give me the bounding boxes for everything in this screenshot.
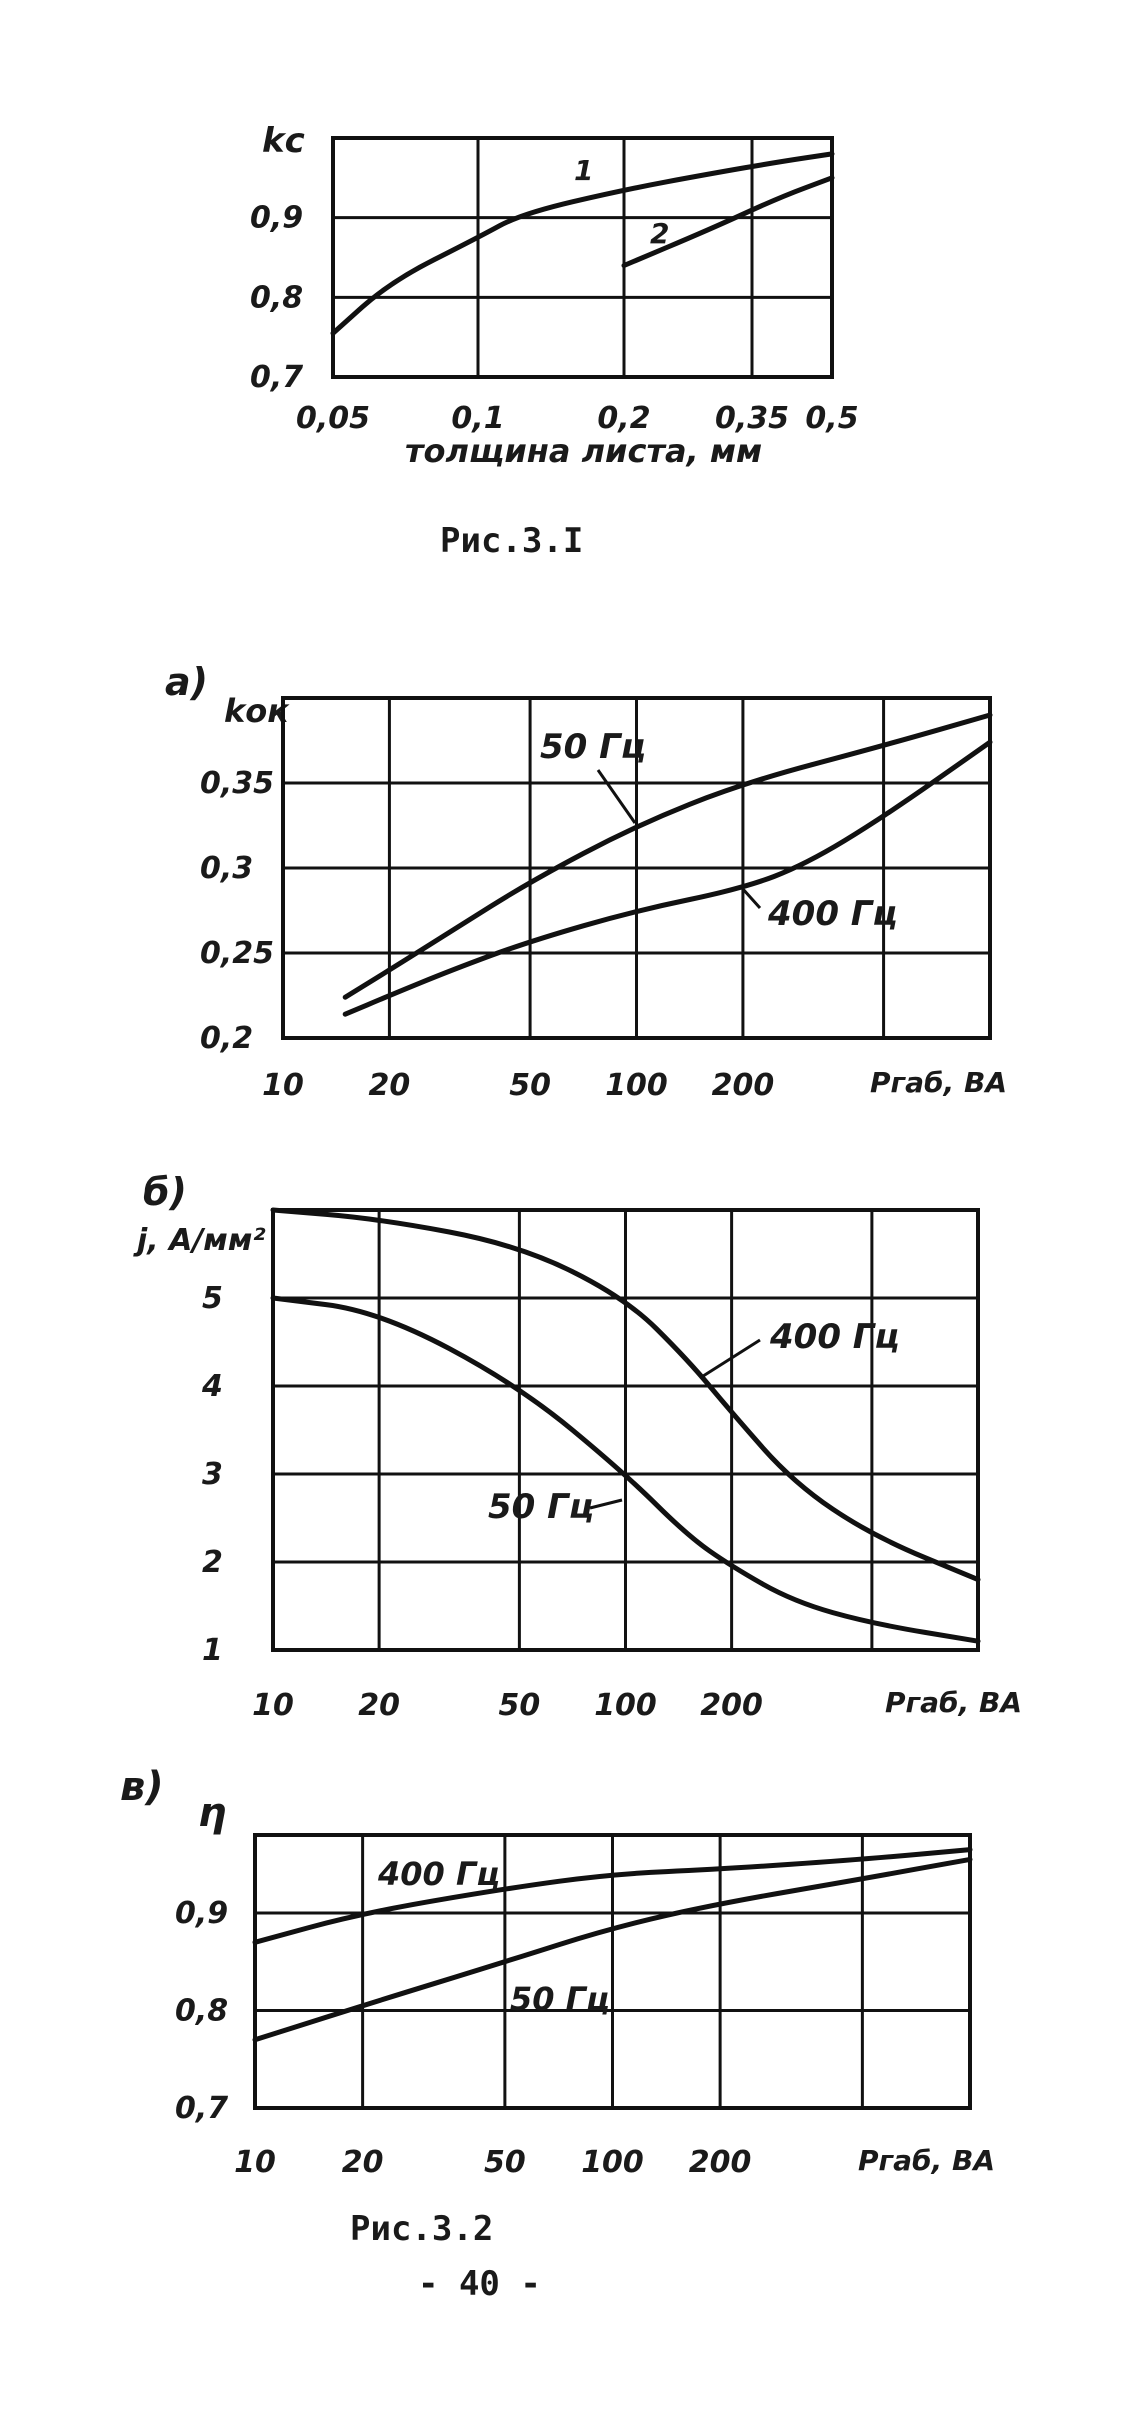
eta-ytick-1: 0,8 <box>175 1994 228 2029</box>
j-series-1 <box>270 1295 981 1644</box>
kc-ytick-0: 0,7 <box>250 360 303 395</box>
kc-plot-frame <box>331 136 834 379</box>
j-ytick-0: 1 <box>202 1633 223 1668</box>
j-ytick-2: 3 <box>202 1457 223 1492</box>
j-ytick-3: 4 <box>201 1369 223 1404</box>
j-xtick-2: 50 <box>499 1688 541 1723</box>
panel-b-leader-400 <box>699 1338 761 1380</box>
panel-b-series-label-50: 50 Гц <box>488 1487 594 1527</box>
kc-xtick-3: 0,35 <box>715 401 789 436</box>
page-number: - 40 - <box>418 2264 541 2304</box>
kc-series-0 <box>330 151 835 336</box>
eta-ytick-2: 0,9 <box>175 1896 228 1931</box>
kok-xtick-2: 50 <box>509 1068 551 1103</box>
eta-series-1 <box>252 1856 973 2043</box>
kc-series-1 <box>621 175 835 268</box>
kok-xtick-0: 10 <box>262 1068 304 1103</box>
panel-a-leader-50 <box>596 769 637 824</box>
kc-ytick-1: 0,8 <box>250 280 303 315</box>
chart-kc-ylabel: kс <box>262 121 305 161</box>
panel-b-leader-50 <box>589 1498 623 1510</box>
panel-c-label: в) <box>120 1764 164 1810</box>
eta-xtick-3: 100 <box>581 2145 644 2180</box>
panel-b-ylabel: j, А/мм² <box>133 1223 265 1258</box>
chart-kc-curve-label-2: 2 <box>650 217 669 250</box>
panel-c-ylabel: η <box>198 1790 226 1836</box>
chart-kc-curve-label-1: 1 <box>574 154 593 187</box>
chart-kc-thickness: 0,7 0,8 0,9 0,05 0,1 0,2 0,35 0,5 <box>250 136 859 436</box>
panel-c-xlabel: Pгаб, ВА <box>858 2144 995 2177</box>
eta-xtick-4: 200 <box>689 2145 752 2180</box>
kok-ytick-3: 0,35 <box>200 766 274 801</box>
j-series-0 <box>270 1207 981 1583</box>
panel-b-series-label-400: 400 Гц <box>769 1317 900 1357</box>
kok-series-1 <box>342 739 993 1017</box>
kok-ytick-0: 0,2 <box>200 1021 253 1056</box>
j-ytick-1: 2 <box>202 1545 223 1580</box>
panel-a-ylabel: kок <box>224 692 290 730</box>
chart-current-density: 1 2 3 4 5 10 20 50 100 200 <box>201 1207 981 1723</box>
panel-a-series-label-400: 400 Гц <box>767 894 898 934</box>
chart-kc-xlabel: толщина листа, мм <box>405 432 762 470</box>
kc-xtick-1: 0,1 <box>451 401 504 436</box>
kc-xtick-4: 0,5 <box>805 401 858 436</box>
j-xtick-0: 10 <box>252 1688 294 1723</box>
panel-a-leader-400 <box>740 886 762 910</box>
kok-series-0 <box>342 712 993 1000</box>
j-xtick-1: 20 <box>358 1688 400 1723</box>
panel-c-series-label-50: 50 Гц <box>510 1980 610 2018</box>
j-xtick-3: 100 <box>594 1688 657 1723</box>
chart-kok: 0,2 0,25 0,3 0,35 10 20 50 100 200 <box>200 696 993 1103</box>
figure-3-2-caption: Рис.3.2 <box>350 2209 493 2249</box>
j-ytick-4: 5 <box>202 1281 223 1316</box>
panel-c-series-label-400: 400 Гц <box>377 1855 500 1893</box>
kc-ytick-2: 0,9 <box>250 201 303 236</box>
eta-xtick-0: 10 <box>234 2145 276 2180</box>
eta-xtick-1: 20 <box>342 2145 384 2180</box>
eta-series-0 <box>252 1847 973 1945</box>
j-xtick-4: 200 <box>700 1688 763 1723</box>
kc-xtick-0: 0,05 <box>296 401 370 436</box>
figure-3-1-caption: Рис.3.I <box>440 521 583 561</box>
kok-ytick-2: 0,3 <box>200 851 253 886</box>
panel-a-series-label-50: 50 Гц <box>540 727 646 767</box>
eta-xtick-2: 50 <box>484 2145 526 2180</box>
panel-a-label: а) <box>165 660 208 704</box>
chart-efficiency: 0,7 0,8 0,9 10 20 50 100 200 <box>175 1833 973 2180</box>
panel-b-xlabel: Pгаб, ВА <box>885 1686 1022 1719</box>
eta-ytick-0: 0,7 <box>175 2091 228 2126</box>
kok-xtick-4: 200 <box>712 1068 775 1103</box>
kok-ytick-1: 0,25 <box>200 936 274 971</box>
kc-xtick-2: 0,2 <box>597 401 650 436</box>
kok-xtick-1: 20 <box>369 1068 411 1103</box>
kok-xtick-3: 100 <box>605 1068 668 1103</box>
panel-b-label: б) <box>143 1170 187 1214</box>
panel-a-xlabel: Pгаб, ВА <box>870 1066 1007 1099</box>
